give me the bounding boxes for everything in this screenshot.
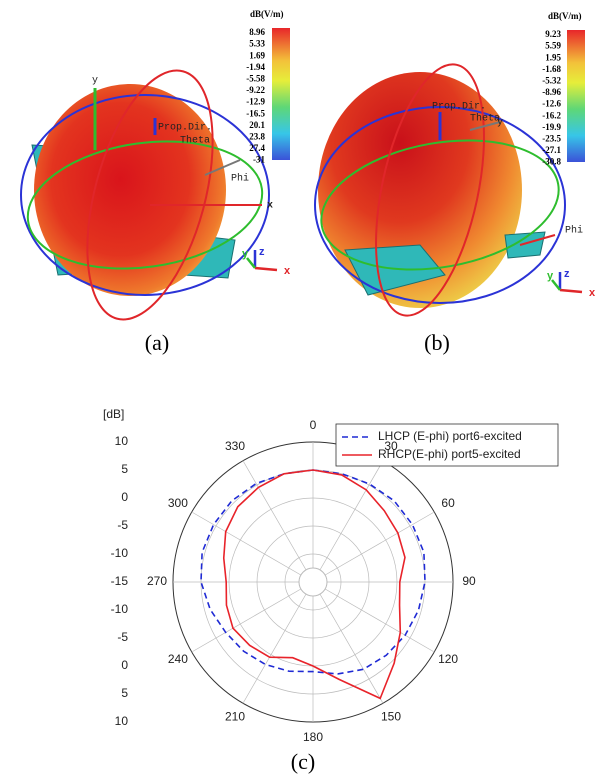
legend-label: RHCP(E-phi) port5-excited [378,447,521,461]
r-tick-label: 5 [121,686,128,700]
r-tick-label: -10 [111,546,129,560]
board [505,232,545,258]
theta-tick-label: 300 [168,496,188,510]
colorbar-label: 27.4 [249,143,265,153]
theta-tick-label: 150 [381,709,401,723]
theta-tick-label: 0 [310,418,317,432]
r-unit: [dB] [103,407,124,421]
panel-caption: (b) [424,330,450,355]
theta-tick-label: 270 [147,574,167,588]
triad-label: x [589,287,596,299]
colorbar-label: 1.95 [545,52,561,62]
axis-label: Phi [565,225,583,237]
colorbar-label: -12.9 [246,97,265,107]
colorbar-label: -12.6 [542,99,561,109]
triad-label: z [564,268,570,280]
colorbar-title: dB(V/m) [548,11,582,21]
colorbar-label: 5.59 [545,41,561,51]
r-tick-label: -10 [111,602,129,616]
r-tick-label: 10 [115,714,129,728]
colorbar-label: 9.23 [545,29,561,39]
triad-label: y [547,270,554,282]
theta-tick-label: 120 [438,652,458,666]
colorbar-label: -1.94 [246,62,265,72]
colorbar-label: 5.33 [249,39,265,49]
colorbar-label: -9.22 [246,85,265,95]
colorbar-label: 23.8 [249,131,265,141]
axis-label: x [267,201,273,212]
colorbar-label: 8.96 [249,27,265,37]
r-tick-label: 0 [121,658,128,672]
colorbar-label: -5.58 [246,73,265,83]
theta-tick-label: 90 [462,574,476,588]
colorbar-label: 1.69 [249,50,265,60]
r-tick-label: -15 [111,574,129,588]
r-tick-label: 10 [115,434,129,448]
legend-label: LHCP (E-phi) port6-excited [378,429,522,443]
center-hole [299,568,327,596]
series-line [224,470,405,698]
r-tick-label: 5 [121,462,128,476]
triad-label: y [242,248,249,260]
triad-label: x [284,265,291,277]
colorbar-label: -27.1 [542,145,561,155]
colorbar-label: -23.5 [542,133,561,143]
colorbar-label: 20.1 [249,120,265,130]
colorbar-label: -19.9 [542,122,561,132]
colorbar-label: -8.96 [542,87,561,97]
r-tick-label: 0 [121,490,128,504]
panel-caption: (c) [291,749,315,774]
theta-tick-label: 330 [225,439,245,453]
axis-label: y [92,76,98,87]
figure: (a) dB(V/m) 8.96 5.331.69 -1.94-5.58 -9.22 -12… [0,0,601,778]
triad-label: z [259,246,265,258]
theta-tick-label: 240 [168,652,188,666]
colorbar-label: -5.32 [542,75,561,85]
pattern-3d [34,84,226,296]
axis-label: y [497,118,503,129]
axis-label: Theta [180,135,210,147]
colorbar [567,30,585,162]
triad-axis [255,268,277,270]
panel-b [311,30,585,325]
colorbar [272,28,290,160]
panel-caption: (a) [145,330,169,355]
axis-label: Prop.Dir. [432,101,486,113]
colorbar-title: dB(V/m) [250,9,284,19]
colorbar-label: -16.2 [542,110,561,120]
colorbar-label: -16.5 [246,108,265,118]
axis-label: Prop.Dir. [158,122,212,134]
colorbar-label: -31 [253,155,265,165]
axis-label: Phi [231,173,249,185]
r-tick-label: -5 [117,518,128,532]
theta-tick-label: 180 [303,730,323,744]
colorbar-label: -30.8 [542,157,561,167]
theta-tick-label: 210 [225,709,245,723]
triad-axis [560,290,582,292]
r-tick-label: -5 [117,630,128,644]
colorbar-label: -1.68 [542,64,561,74]
theta-tick-label: 60 [441,496,455,510]
axis-label: Theta [470,113,500,125]
